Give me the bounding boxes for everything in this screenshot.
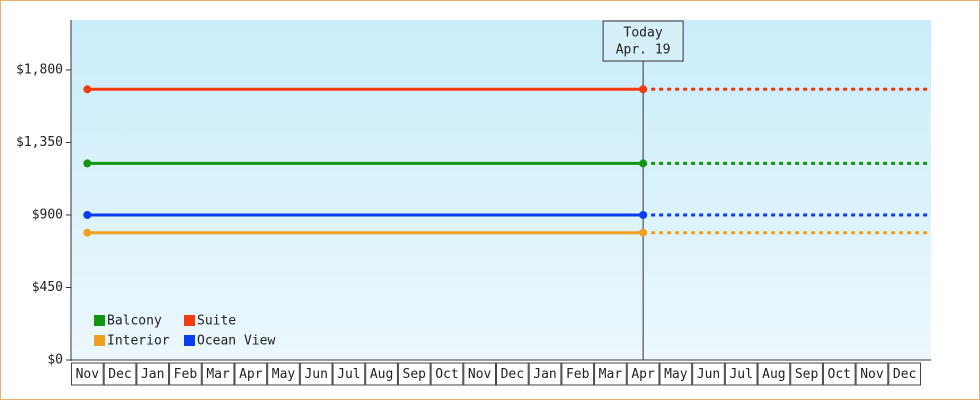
- legend-label: Ocean View: [197, 334, 275, 349]
- x-tick-label: Jan: [141, 367, 164, 382]
- x-tick-label: May: [664, 367, 688, 382]
- month-cell: [71, 362, 104, 386]
- legend-swatch: [94, 335, 105, 346]
- month-cell: [332, 362, 366, 386]
- point: [83, 228, 92, 237]
- today-box: [602, 20, 684, 62]
- x-tick-label: May: [272, 367, 296, 382]
- month-cell: [757, 362, 791, 386]
- month-cell: [201, 362, 235, 386]
- y-tick-label: $1,350: [16, 135, 63, 150]
- x-tick-label: Aug: [762, 367, 785, 382]
- month-cell: [528, 362, 562, 386]
- x-tick-label: Jun: [697, 367, 720, 382]
- month-cell: [790, 362, 823, 386]
- point: [639, 228, 648, 237]
- x-tick-label: Apr: [631, 367, 655, 382]
- x-tick-label: Oct: [435, 367, 458, 382]
- today-label: Today: [624, 26, 663, 41]
- month-cell: [692, 362, 725, 386]
- legend-label: Interior: [107, 334, 170, 349]
- x-tick-label: Nov: [468, 367, 492, 382]
- x-tick-label: Feb: [174, 367, 198, 382]
- month-cell: [299, 362, 333, 386]
- x-tick-label: Mar: [206, 367, 230, 382]
- x-tick-label: Feb: [566, 367, 590, 382]
- month-cell: [855, 362, 889, 386]
- legend-swatch: [184, 315, 195, 326]
- point: [639, 159, 648, 168]
- legend-swatch: [184, 335, 195, 346]
- point: [639, 210, 648, 219]
- legend-label: Balcony: [107, 314, 162, 329]
- month-cell: [659, 362, 693, 386]
- legend-label: Suite: [197, 314, 236, 329]
- y-tick-label: $0: [47, 353, 63, 368]
- plot-area: [71, 20, 931, 360]
- x-tick-label: Nov: [860, 367, 884, 382]
- x-tick-label: Dec: [108, 367, 131, 382]
- x-tick-label: Jul: [337, 367, 360, 382]
- month-cell: [430, 362, 464, 386]
- x-tick-label: Dec: [501, 367, 524, 382]
- month-cell: [169, 362, 202, 386]
- month-cell: [234, 362, 268, 386]
- month-cell: [496, 362, 529, 386]
- month-cell: [888, 362, 921, 386]
- month-cell: [365, 362, 398, 386]
- y-tick-label: $450: [32, 280, 63, 295]
- point: [83, 85, 92, 94]
- month-cell: [561, 362, 595, 386]
- month-cell: [626, 362, 660, 386]
- x-tick-label: Apr: [239, 367, 263, 382]
- month-cell: [724, 362, 758, 386]
- today-date: Apr. 19: [616, 43, 671, 58]
- legend-swatch: [94, 315, 105, 326]
- month-cell: [267, 362, 300, 386]
- x-tick-label: Aug: [370, 367, 393, 382]
- point: [83, 159, 92, 168]
- x-tick-label: Jun: [304, 367, 327, 382]
- x-tick-label: Nov: [76, 367, 100, 382]
- x-tick-label: Sep: [403, 367, 427, 382]
- point: [83, 210, 92, 219]
- month-cell: [397, 362, 431, 386]
- x-tick-label: Oct: [828, 367, 851, 382]
- month-cell: [103, 362, 137, 386]
- x-tick-label: Jan: [533, 367, 556, 382]
- x-tick-label: Dec: [893, 367, 916, 382]
- month-cell: [463, 362, 496, 386]
- point: [639, 85, 648, 94]
- y-tick-label: $900: [32, 207, 63, 222]
- x-tick-label: Jul: [729, 367, 752, 382]
- month-cell: [136, 362, 170, 386]
- month-cell: [594, 362, 627, 386]
- x-tick-label: Sep: [795, 367, 819, 382]
- y-tick-label: $1,800: [16, 62, 63, 77]
- x-tick-label: Mar: [599, 367, 623, 382]
- month-cell: [822, 362, 856, 386]
